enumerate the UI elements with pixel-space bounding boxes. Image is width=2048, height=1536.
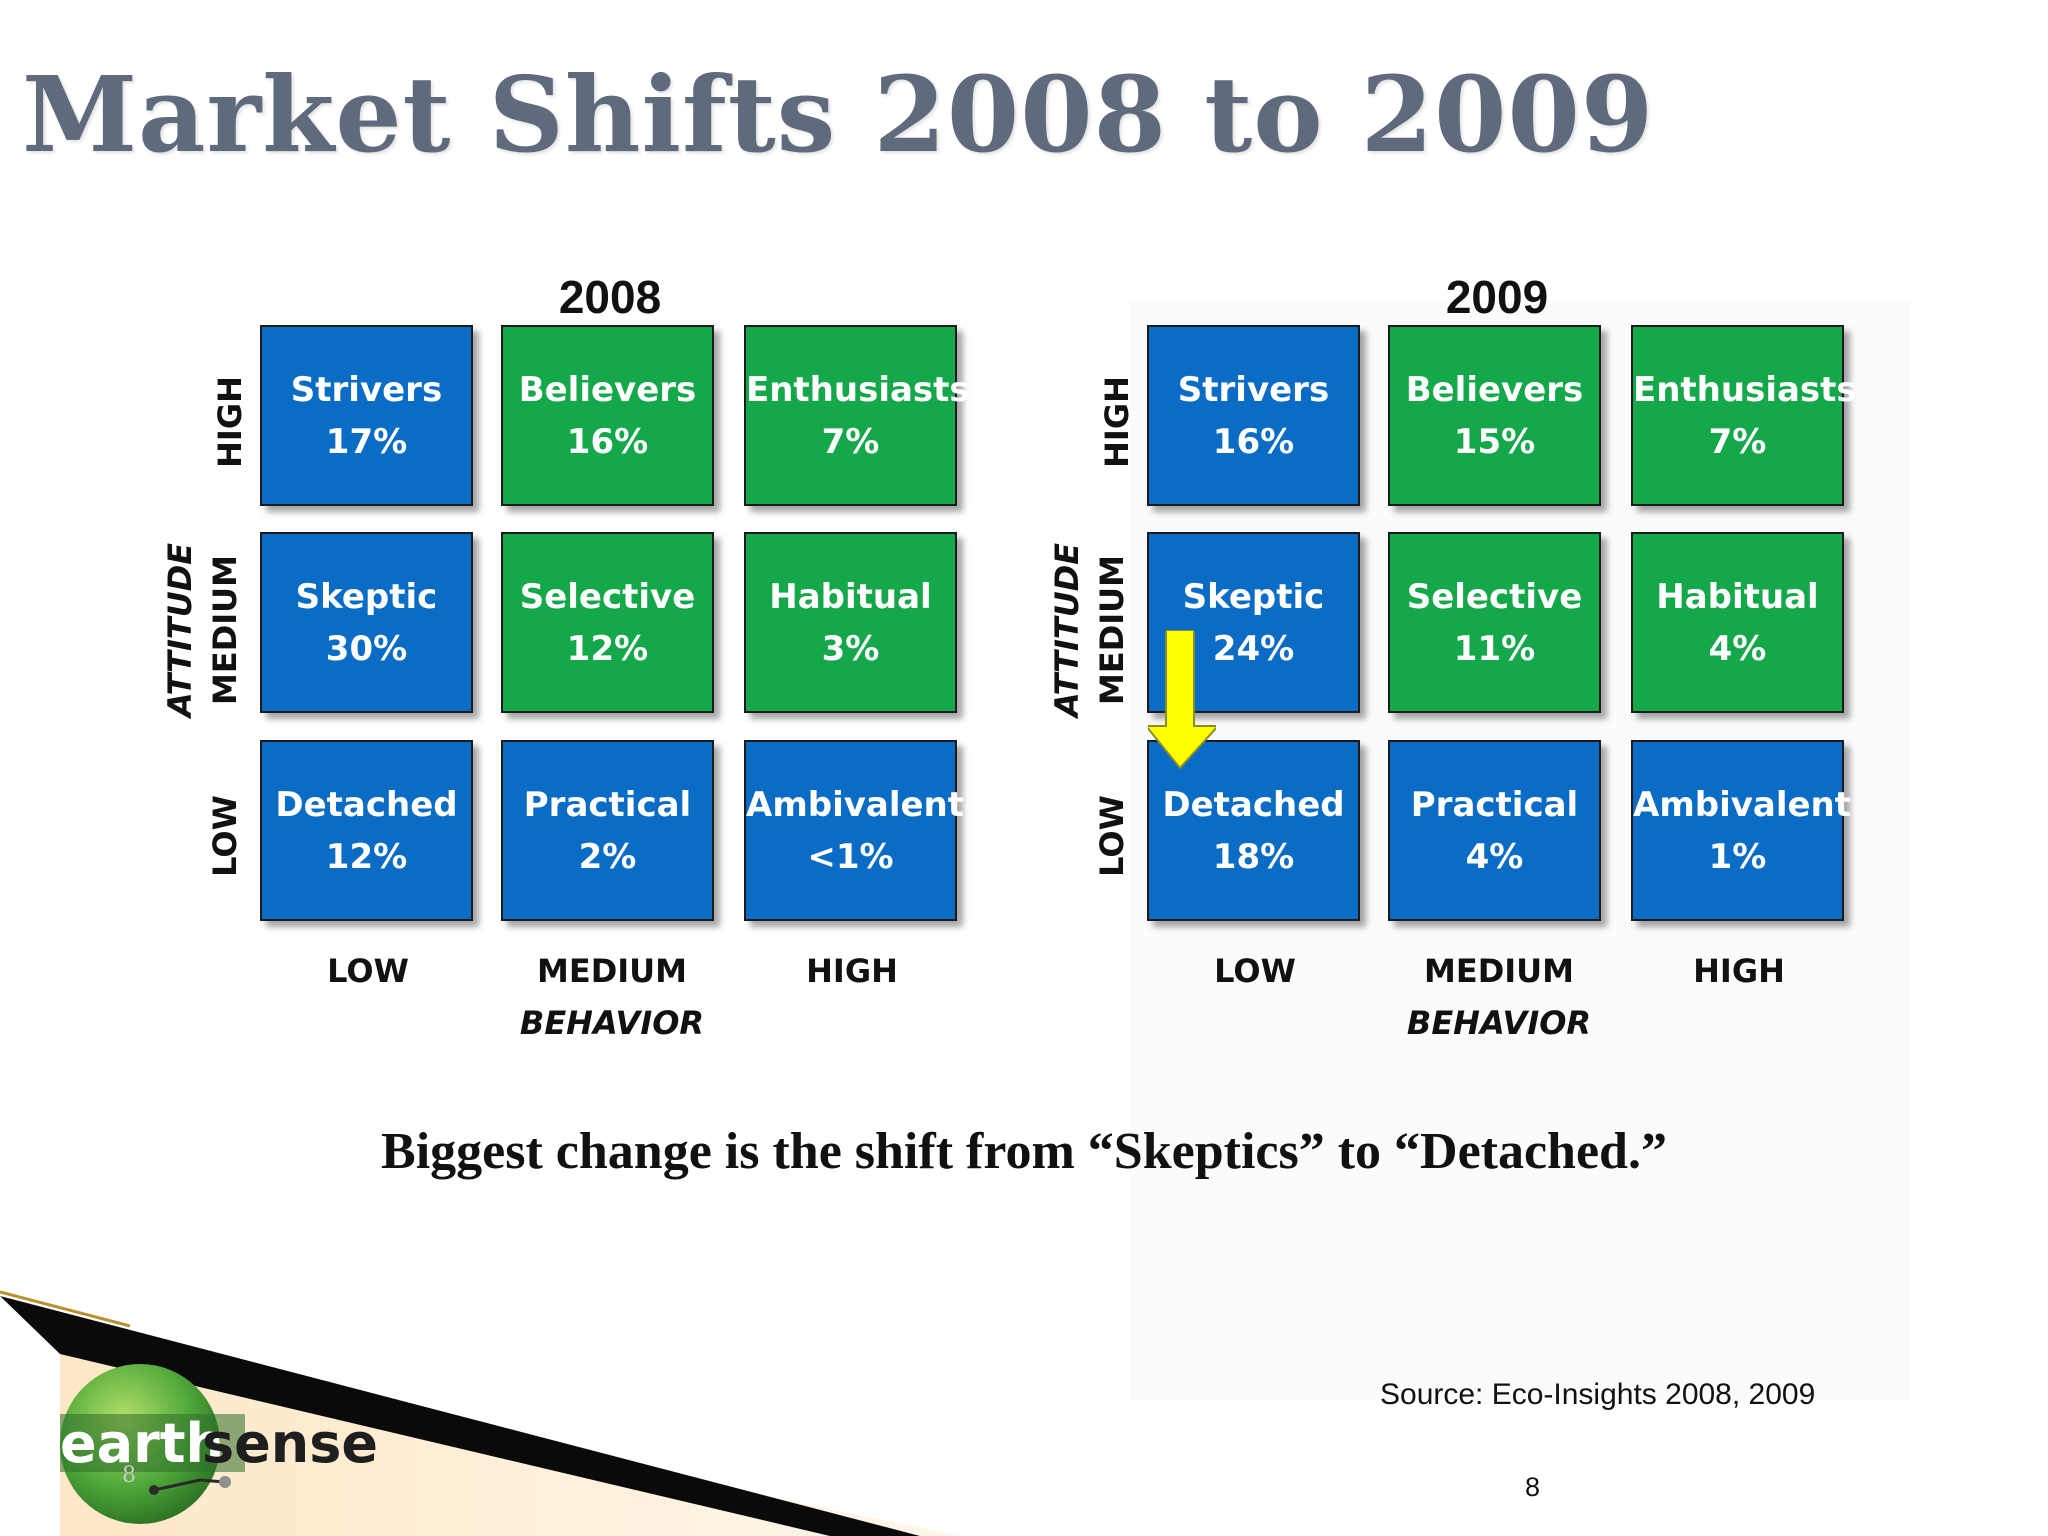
segment-percent: 2%	[578, 836, 637, 877]
behavior-axis-label: BEHAVIOR	[519, 1004, 705, 1042]
logo-text-earth: earth	[60, 1412, 224, 1475]
segment-name: Strivers	[1177, 369, 1330, 410]
segment-name: Ambivalent	[1633, 784, 1852, 825]
segment-name: Ambivalent	[746, 784, 965, 825]
segment-percent: 15%	[1453, 421, 1536, 462]
segment-percent: 4%	[1708, 628, 1767, 669]
segment-tile: Believers 15%	[1388, 325, 1601, 506]
segment-percent: <1%	[807, 836, 894, 877]
segment-name: Believers	[1405, 369, 1584, 410]
segment-percent: 17%	[325, 421, 408, 462]
attitude-level-medium: MEDIUM	[206, 555, 244, 705]
segment-tile: Habitual 4%	[1631, 532, 1844, 713]
behavior-level-high: HIGH	[1693, 952, 1785, 990]
segment-percent: 12%	[566, 628, 649, 669]
segment-tile: Strivers 17%	[260, 325, 473, 506]
attitude-level-high: HIGH	[1098, 376, 1136, 468]
behavior-level-medium: MEDIUM	[1424, 952, 1574, 990]
segment-percent: 11%	[1453, 628, 1536, 669]
behavior-level-high: HIGH	[806, 952, 898, 990]
segment-tile: Believers 16%	[501, 325, 714, 506]
segment-percent: 16%	[1212, 421, 1295, 462]
segment-tile: Detached 18%	[1147, 740, 1360, 921]
segment-percent: 18%	[1212, 836, 1295, 877]
segment-tile: Enthusiasts 7%	[1631, 325, 1857, 506]
decorative-swoosh	[0, 1290, 960, 1536]
segment-percent: 1%	[1708, 836, 1767, 877]
segment-name: Enthusiasts	[1633, 369, 1857, 410]
segment-tile: Enthusiasts 7%	[744, 325, 970, 506]
segment-percent: 24%	[1212, 628, 1295, 669]
segment-tile: Ambivalent <1%	[744, 740, 965, 921]
segment-percent: 7%	[1708, 421, 1767, 462]
segment-tile: Strivers 16%	[1147, 325, 1360, 506]
segment-name: Habitual	[1656, 576, 1819, 617]
year-heading: 2008	[558, 271, 662, 323]
segment-tile: Selective 11%	[1388, 532, 1601, 713]
segment-name: Selective	[1406, 576, 1583, 617]
slide-title: Market Shifts 2008 to 2009	[22, 53, 1655, 176]
segment-tile: Ambivalent 1%	[1631, 740, 1852, 921]
segment-name: Detached	[275, 784, 458, 825]
segment-percent: 4%	[1465, 836, 1524, 877]
attitude-level-high: HIGH	[211, 376, 249, 468]
attitude-level-low: LOW	[1093, 795, 1131, 877]
attitude-level-medium: MEDIUM	[1093, 555, 1131, 705]
page-number: 8	[1525, 1472, 1541, 1502]
segment-percent: 30%	[325, 628, 408, 669]
year-heading: 2009	[1445, 271, 1549, 323]
segment-name: Practical	[1410, 784, 1579, 825]
logo-slide-number: 8	[122, 1463, 136, 1488]
segment-tile: Practical 2%	[501, 740, 714, 921]
attitude-level-low: LOW	[206, 795, 244, 877]
segment-percent: 3%	[821, 628, 880, 669]
behavior-level-medium: MEDIUM	[537, 952, 687, 990]
shift-arrow-icon	[1148, 630, 1216, 770]
behavior-level-low: LOW	[327, 952, 409, 990]
segment-tile: Practical 4%	[1388, 740, 1601, 921]
segment-tile: Detached 12%	[260, 740, 473, 921]
caption: Biggest change is the shift from “Skepti…	[381, 1123, 1667, 1180]
segment-name: Strivers	[290, 369, 443, 410]
segment-name: Enthusiasts	[746, 369, 970, 410]
segment-name: Skeptic	[295, 576, 438, 617]
segment-name: Believers	[518, 369, 697, 410]
segment-percent: 7%	[821, 421, 880, 462]
source-note: Source: Eco-Insights 2008, 2009	[1380, 1378, 1816, 1411]
segment-name: Practical	[523, 784, 692, 825]
segment-tile: Selective 12%	[501, 532, 714, 713]
behavior-axis-label: BEHAVIOR	[1406, 1004, 1592, 1042]
segment-tile: Skeptic 30%	[260, 532, 473, 713]
behavior-level-low: LOW	[1214, 952, 1296, 990]
segment-name: Detached	[1162, 784, 1345, 825]
segment-name: Selective	[519, 576, 696, 617]
logo-text-sense: sense	[202, 1412, 378, 1475]
matrix-2008: 2008 HIGH MEDIUM ATTITUDE LOW Strivers 17…	[150, 270, 970, 1090]
segment-percent: 12%	[325, 836, 408, 877]
segment-tile: Habitual 3%	[744, 532, 957, 713]
segment-percent: 16%	[566, 421, 649, 462]
attitude-axis-label: ATTITUDE	[161, 542, 199, 718]
attitude-axis-label: ATTITUDE	[1048, 542, 1086, 718]
earthsense-logo: earth sense 8	[60, 1364, 378, 1524]
segment-name: Skeptic	[1182, 576, 1325, 617]
segment-name: Habitual	[769, 576, 932, 617]
